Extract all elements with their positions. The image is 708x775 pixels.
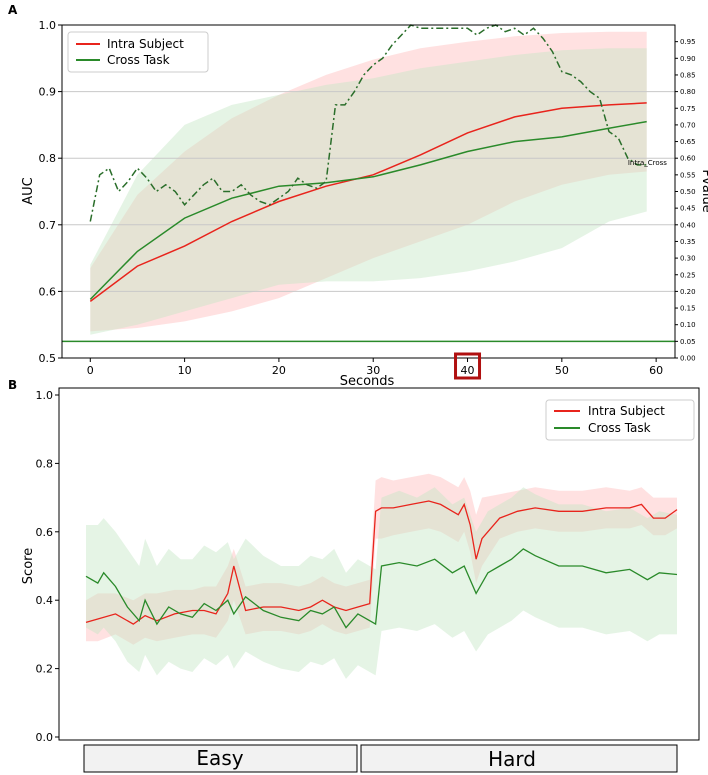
panel-a-confidence-bands bbox=[90, 31, 647, 335]
y-tick-label-b: 0.8 bbox=[36, 457, 54, 470]
legend-a-intra-label: Intra Subject bbox=[107, 37, 184, 51]
y2-tick-label-a: 0.15 bbox=[680, 305, 696, 313]
panel-b-confidence-bands bbox=[86, 473, 677, 679]
panel-a-y2-axis-label: Pvalue bbox=[699, 169, 708, 212]
panel-a-x-ticks: 0 10 20 30 40 50 60 bbox=[87, 358, 663, 377]
panel-b-letter: B bbox=[8, 378, 17, 392]
legend-b-intra-label: Intra Subject bbox=[588, 404, 665, 418]
y-tick-label-b: 0.0 bbox=[36, 731, 54, 744]
x-tick-label-a: 60 bbox=[649, 364, 663, 377]
y-tick-label-a: 0.9 bbox=[39, 86, 57, 99]
y-tick-label-a: 0.7 bbox=[39, 219, 57, 232]
y-tick-label-b: 0.2 bbox=[36, 663, 54, 676]
y2-tick-label-a: 0.75 bbox=[680, 105, 696, 113]
easy-band bbox=[83, 744, 358, 773]
y2-tick-label-a: 0.55 bbox=[680, 171, 696, 179]
y-tick-label-b: 1.0 bbox=[36, 389, 54, 402]
y2-tick-label-a: 0.20 bbox=[680, 288, 696, 296]
y-tick-label-a: 1.0 bbox=[39, 19, 57, 32]
band-b-cross-task bbox=[86, 487, 677, 679]
y-tick-label-a: 0.6 bbox=[39, 285, 57, 298]
y2-tick-label-a: 0.80 bbox=[680, 88, 696, 96]
y2-tick-label-a: 0.40 bbox=[680, 221, 696, 229]
hard-band-label: Hard bbox=[488, 747, 536, 771]
y2-tick-label-a: 0.30 bbox=[680, 255, 696, 263]
panel-a-y-axis-label: AUC bbox=[21, 177, 36, 205]
panel-a-series-lines bbox=[62, 24, 675, 343]
band-b-intra-subject bbox=[86, 473, 677, 645]
x-tick-label-a: 50 bbox=[555, 364, 569, 377]
line-a-cross-task bbox=[89, 120, 647, 300]
panel-b-y-ticks: 0.0 0.2 0.4 0.6 0.8 1.0 bbox=[36, 389, 59, 744]
panel-a-x-axis-label: Seconds bbox=[340, 374, 395, 389]
band-a-intra-subject bbox=[90, 31, 647, 332]
y-tick-label-a: 0.5 bbox=[39, 352, 57, 365]
y2-tick-label-a: 0.50 bbox=[680, 188, 696, 196]
y2-tick-label-a: 0.70 bbox=[680, 121, 696, 129]
panel-a: A 0 10 20 30 40 50 60 0.50.60.70.80.91.0 0.000… bbox=[8, 3, 708, 389]
line-b-cross-task bbox=[85, 548, 678, 629]
panel-a-legend-box bbox=[67, 31, 209, 73]
panel-b-series-lines bbox=[85, 500, 678, 629]
y2-tick-label-a: 0.25 bbox=[680, 271, 696, 279]
difficulty-bands: Easy Hard bbox=[83, 744, 678, 773]
panel-b-legend-box bbox=[545, 399, 695, 441]
pvalue-annotation: Intra_Cross bbox=[628, 159, 667, 167]
hard-band bbox=[360, 744, 678, 773]
pvalue-line bbox=[89, 24, 647, 222]
y2-tick-label-a: 0.90 bbox=[680, 55, 696, 63]
panel-a-legend: Intra Subject Cross Task bbox=[67, 31, 209, 73]
y2-tick-label-a: 0.60 bbox=[680, 155, 696, 163]
y2-tick-label-a: 0.35 bbox=[680, 238, 696, 246]
panel-a-gridlines bbox=[62, 91, 675, 292]
y2-tick-label-a: 0.10 bbox=[680, 321, 696, 329]
panel-b-plot-frame bbox=[58, 387, 700, 741]
y-tick-label-b: 0.6 bbox=[36, 526, 54, 539]
y2-tick-label-a: 0.85 bbox=[680, 71, 696, 79]
panel-a-y-ticks: 0.5 0.6 0.7 0.8 0.9 1.0 bbox=[39, 19, 62, 365]
y-tick-label-a: 0.8 bbox=[39, 152, 57, 165]
x-tick-label-a: 20 bbox=[272, 364, 286, 377]
x-tick-label-a: 10 bbox=[178, 364, 192, 377]
x-tick-label-a: 40 bbox=[461, 364, 475, 377]
legend-a-cross-label: Cross Task bbox=[107, 53, 170, 67]
panel-a-y2-ticks: 0.00 0.05 0.10 0.15 0.20 0.25 0.30 0.35 0.40 0.45… bbox=[675, 38, 696, 363]
line-a-intra-subject bbox=[89, 102, 647, 303]
y2-tick-label-a: 0.95 bbox=[680, 38, 696, 46]
line-b-intra-subject bbox=[85, 500, 678, 625]
panel-b-legend: Intra Subject Cross Task bbox=[545, 399, 695, 441]
panel-b: B 0.0 0.2 0.4 0.6 0.8 1.0 Score Intra Subject… bbox=[8, 378, 700, 773]
y-tick-label-b: 0.4 bbox=[36, 594, 54, 607]
panel-b-y-axis-label: Score bbox=[21, 548, 36, 584]
y2-tick-label-a: 0.45 bbox=[680, 205, 696, 213]
y2-tick-label-a: 0.00 bbox=[680, 355, 696, 363]
panel-a-letter: A bbox=[8, 3, 18, 17]
x-tick-label-a: 30 bbox=[366, 364, 380, 377]
easy-band-label: Easy bbox=[196, 746, 243, 770]
x-tick-label-a: 0 bbox=[87, 364, 94, 377]
legend-b-cross-label: Cross Task bbox=[588, 421, 651, 435]
y2-tick-label-a: 0.05 bbox=[680, 338, 696, 346]
y2-tick-label-a: 0.65 bbox=[680, 138, 696, 146]
highlighted-tick-box bbox=[454, 352, 482, 380]
